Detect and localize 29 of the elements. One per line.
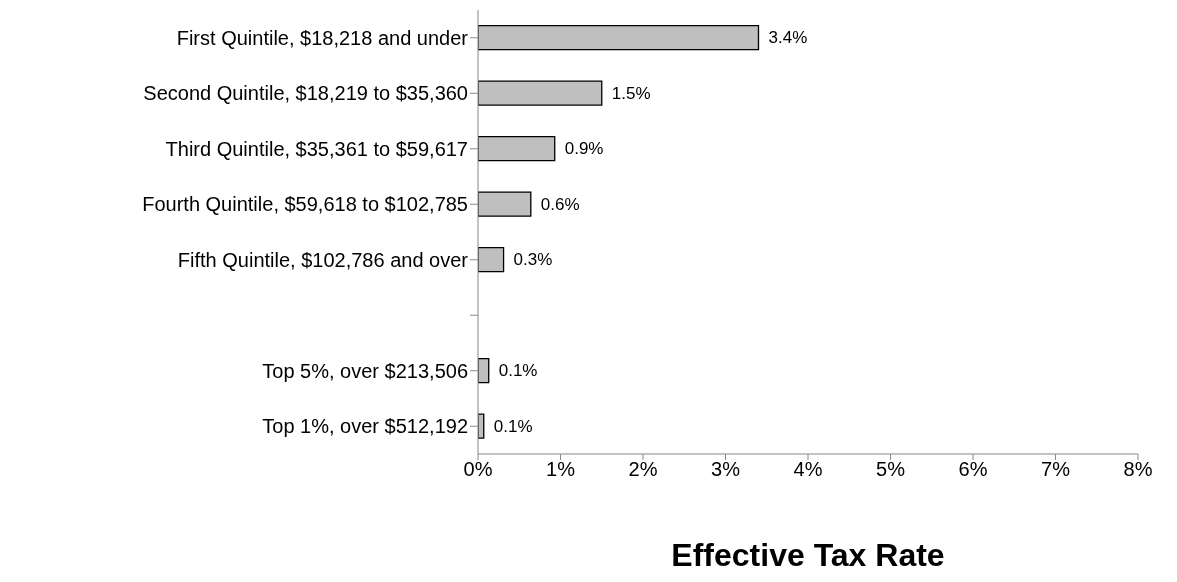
y-tick-label: Fourth Quintile, $59,618 to $102,785 xyxy=(142,193,468,216)
x-tick-label: 1% xyxy=(546,458,576,481)
x-tick-label: 5% xyxy=(876,458,906,481)
y-tick-label: Top 1%, over $512,192 xyxy=(262,415,468,438)
bar xyxy=(478,24,760,51)
bar xyxy=(478,135,556,162)
y-tick-label: Third Quintile, $35,361 to $59,617 xyxy=(165,137,468,160)
x-tick-label: 8% xyxy=(1123,458,1153,481)
x-tick-label: 2% xyxy=(628,458,658,481)
x-tick-label: 6% xyxy=(958,458,988,481)
bar xyxy=(478,246,505,273)
data-label: 0.9% xyxy=(564,139,604,159)
y-tick-label: First Quintile, $18,218 and under xyxy=(176,26,469,49)
data-label: 0.6% xyxy=(540,194,580,214)
data-label: 0.1% xyxy=(498,361,538,381)
x-axis-title: Effective Tax Rate xyxy=(671,537,945,573)
y-tick-label: Top 5%, over $213,506 xyxy=(262,359,468,382)
x-tick-label: 3% xyxy=(711,458,741,481)
data-label: 0.1% xyxy=(493,416,533,436)
y-tick-label: Fifth Quintile, $102,786 and over xyxy=(177,248,469,271)
x-tick-label: 4% xyxy=(793,458,823,481)
x-tick-label: 0% xyxy=(463,458,493,481)
y-tick-label: Second Quintile, $18,219 to $35,360 xyxy=(143,82,468,105)
data-label: 0.3% xyxy=(513,250,553,270)
bar xyxy=(478,191,532,217)
x-tick-label: 7% xyxy=(1041,458,1071,481)
data-label: 1.5% xyxy=(611,83,651,103)
bar xyxy=(478,80,603,106)
data-label: 3.4% xyxy=(768,28,808,48)
